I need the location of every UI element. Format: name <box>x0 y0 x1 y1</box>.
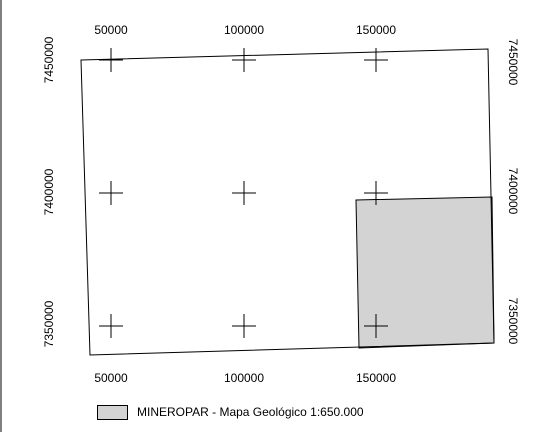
crosshair-150000-7350000 <box>364 314 388 338</box>
right-northing-label-7400000: 7400000 <box>506 168 520 215</box>
crosshair-150000-7400000 <box>364 181 388 205</box>
top-easting-label-150000: 150000 <box>356 23 396 37</box>
crosshair-150000-7450000 <box>364 48 388 72</box>
top-easting-label-50000: 50000 <box>94 23 128 37</box>
map-legend: MINEROPAR - Mapa Geológico 1:650.000 <box>97 402 364 422</box>
crosshair-100000-7450000 <box>232 48 256 72</box>
legend-swatch <box>97 404 128 420</box>
top-easting-label-100000: 100000 <box>224 23 264 37</box>
left-northing-label-7450000: 7450000 <box>42 36 56 83</box>
bottom-easting-label-50000: 50000 <box>94 371 128 385</box>
right-northing-label-7450000: 7450000 <box>506 39 520 86</box>
bottom-easting-label-150000: 150000 <box>356 371 396 385</box>
graticule-crosshairs <box>99 48 388 338</box>
crosshair-50000-7450000 <box>99 48 123 72</box>
crosshair-50000-7350000 <box>99 314 123 338</box>
left-northing-label-7400000: 7400000 <box>42 168 56 215</box>
right-northing-label-7350000: 7350000 <box>506 298 520 345</box>
map-frame <box>80 48 495 356</box>
mineropar-coverage-area <box>355 196 495 349</box>
bottom-easting-label-100000: 100000 <box>224 371 264 385</box>
legend-label: MINEROPAR - Mapa Geológico 1:650.000 <box>137 405 364 419</box>
crosshair-100000-7400000 <box>232 181 256 205</box>
crosshair-50000-7400000 <box>99 181 123 205</box>
crosshair-100000-7350000 <box>232 314 256 338</box>
left-northing-label-7350000: 7350000 <box>42 300 56 347</box>
